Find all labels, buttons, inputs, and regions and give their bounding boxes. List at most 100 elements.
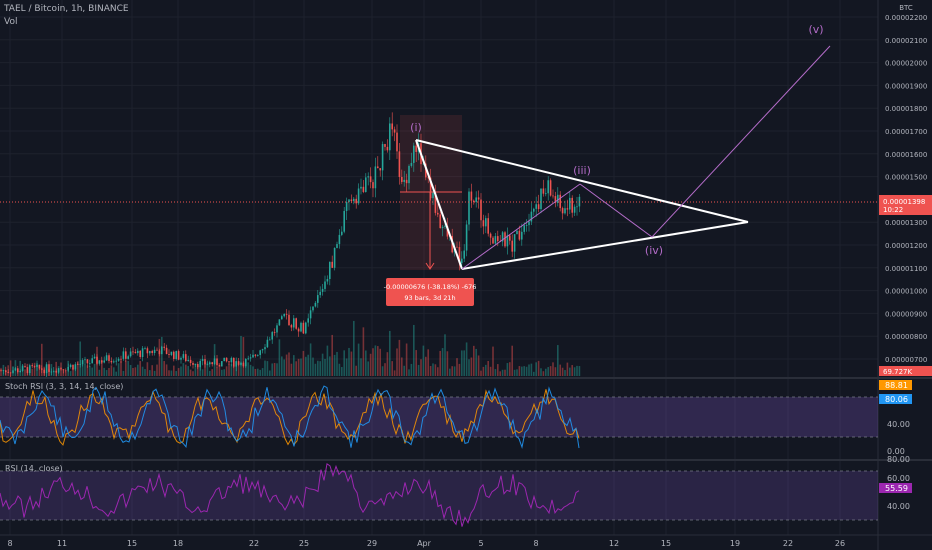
candle-body	[74, 364, 77, 370]
candle-body	[547, 180, 549, 194]
candle-body	[506, 235, 509, 247]
candle-body	[439, 214, 441, 229]
volume-bar	[117, 363, 120, 376]
candle-body	[69, 364, 72, 367]
candle-body	[485, 218, 487, 227]
volume-bar	[161, 336, 163, 376]
candle-body	[511, 240, 513, 252]
volume-bar	[132, 367, 134, 376]
volume-bar	[461, 350, 463, 376]
volume-bar	[197, 365, 199, 376]
candle-body	[254, 354, 257, 356]
price-axis-label: 0.00002000	[885, 60, 927, 68]
candle-body	[374, 166, 377, 189]
volume-bars	[0, 320, 581, 376]
time-axis[interactable]: 8 11 15 18 22 25 29 Apr 5 8 12 15 19 22 26	[7, 539, 845, 548]
candle-body	[177, 351, 180, 360]
candle-body	[216, 358, 218, 366]
volume-bar	[110, 365, 113, 376]
candle-body	[17, 368, 19, 373]
candle-body	[65, 370, 67, 372]
candle-body	[79, 364, 81, 365]
price-axis-label: 0.00001000	[885, 288, 927, 296]
price-axis[interactable]: 0.00002200 0.00002100 0.00002000 0.00001900…	[885, 14, 927, 364]
candle-body	[221, 361, 223, 367]
volume-bar	[228, 363, 230, 376]
volume-bar	[163, 361, 165, 376]
volume-bar	[141, 366, 144, 376]
volume-bar	[283, 359, 285, 376]
candle-body	[540, 188, 542, 210]
candle-body	[355, 198, 357, 204]
wave-line-iii	[461, 183, 581, 270]
volume-bar	[206, 362, 209, 376]
volume-bar	[252, 366, 254, 376]
candle-body	[513, 234, 516, 252]
candle-body	[228, 361, 230, 363]
candle-body	[163, 346, 165, 348]
price-axis-label: 0.00000800	[885, 333, 927, 341]
price-axis-label: 0.00001300	[885, 219, 927, 227]
volume-bar	[557, 345, 559, 376]
candle-body	[487, 218, 489, 234]
candle-body	[427, 177, 429, 179]
candle-body	[456, 246, 458, 248]
volume-bar	[259, 369, 261, 376]
volume-bar	[492, 346, 494, 376]
candle-body	[331, 261, 333, 268]
candle-body	[389, 123, 391, 151]
candle-body	[353, 198, 355, 202]
candle-body	[336, 244, 338, 248]
measure-text-2: 93 bars, 3d 21h	[404, 294, 455, 302]
volume-bar	[437, 367, 439, 376]
candle-body	[276, 325, 278, 333]
volume-bar	[266, 361, 269, 376]
triangle-left-line	[415, 139, 463, 270]
candle-body	[533, 208, 535, 212]
triangle-upper-line	[415, 139, 749, 223]
symbol-title[interactable]: TAEL / Bitcoin, 1h, BINANCE	[4, 4, 129, 14]
candle-body	[360, 186, 362, 189]
candle-body	[141, 348, 144, 357]
volume-bar	[62, 370, 65, 376]
volume-bar	[494, 369, 497, 376]
candle-body	[518, 230, 521, 240]
volume-bar	[326, 345, 329, 376]
volume-bar	[91, 367, 93, 376]
price-axis-label: 0.00001600	[885, 151, 927, 159]
volume-bar	[225, 366, 228, 376]
volume-bar	[449, 368, 451, 376]
current-price-badge	[879, 195, 932, 215]
candle-body	[477, 197, 480, 200]
candle-body	[537, 204, 540, 210]
volume-bar	[41, 343, 43, 376]
candle-body	[569, 197, 571, 210]
candle-body	[257, 354, 259, 356]
volume-bar	[405, 343, 408, 376]
candle-body	[271, 332, 273, 340]
candle-body	[180, 357, 182, 360]
candle-body	[108, 355, 110, 361]
volume-bar	[422, 345, 425, 376]
volume-bar	[237, 362, 240, 376]
volume-label[interactable]: Vol	[4, 17, 18, 27]
rsi-title[interactable]: RSI (14, close)	[5, 464, 63, 473]
candle-body	[482, 220, 485, 227]
stoch-k-value: 88.81	[885, 381, 908, 390]
candle-body	[151, 351, 153, 353]
volume-bar	[93, 363, 96, 376]
wave-label-iv: (iv)	[645, 244, 663, 257]
wave-label-v: (v)	[808, 23, 823, 36]
volume-bar	[81, 363, 84, 376]
volume-bar	[170, 370, 173, 376]
candle-body	[50, 371, 53, 373]
volume-bar	[480, 370, 482, 376]
volume-bar	[31, 368, 33, 376]
stoch-d-value: 80.06	[885, 395, 908, 404]
volume-bar	[453, 366, 456, 376]
volume-bar	[427, 349, 429, 376]
stoch-title[interactable]: Stoch RSI (3, 3, 14, 14, close)	[5, 382, 123, 391]
volume-bar	[300, 358, 302, 376]
